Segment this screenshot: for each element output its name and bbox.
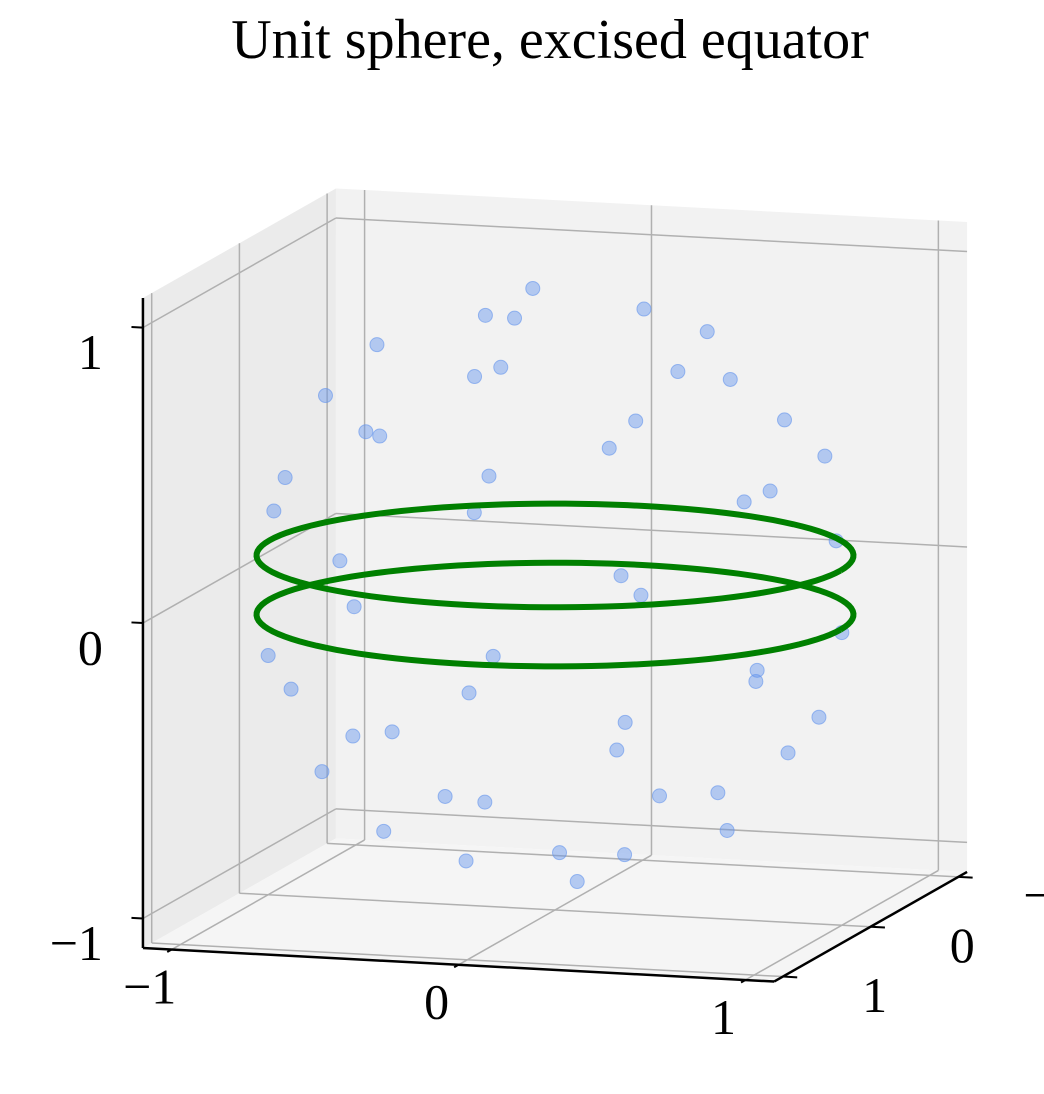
z-tick-label: −1: [50, 915, 103, 971]
grid-line: [327, 842, 959, 878]
point: [736, 494, 752, 510]
point: [314, 764, 330, 780]
point: [481, 468, 497, 484]
grid-line: [335, 808, 968, 844]
point: [525, 280, 541, 296]
x-tick: [453, 963, 460, 969]
point: [617, 847, 633, 863]
point: [277, 470, 293, 486]
x-tick: [740, 979, 746, 984]
ring: [253, 500, 857, 611]
grid-line: [239, 892, 871, 928]
point: [817, 448, 833, 464]
grid-line: [142, 217, 337, 329]
point: [477, 307, 493, 323]
y-tick-label: −1: [1023, 867, 1044, 923]
point: [609, 742, 625, 758]
y-tick: [870, 925, 885, 929]
point: [283, 681, 299, 697]
point: [346, 599, 362, 615]
point: [617, 714, 633, 730]
point: [777, 412, 793, 428]
point: [372, 428, 388, 444]
point: [376, 823, 392, 839]
point: [811, 709, 827, 725]
point: [552, 845, 568, 861]
point: [369, 337, 385, 353]
point: [652, 788, 668, 804]
y-tick-label: 0: [950, 917, 975, 973]
point: [719, 822, 735, 838]
grid-line: [142, 808, 337, 920]
point: [345, 728, 361, 744]
point: [710, 785, 726, 801]
point: [384, 724, 400, 740]
x-tick-label: 0: [424, 974, 449, 1030]
point: [613, 568, 629, 584]
point: [636, 301, 652, 317]
point: [780, 745, 796, 761]
y-tick: [958, 875, 973, 879]
ring: [253, 559, 857, 670]
point: [749, 662, 765, 678]
point: [477, 794, 493, 810]
z-tick-label: 1: [78, 324, 103, 380]
point: [601, 440, 617, 456]
point: [260, 648, 276, 664]
grid-line: [142, 512, 337, 624]
x-tick-label: −1: [123, 958, 176, 1014]
point: [670, 364, 686, 380]
point: [569, 874, 585, 890]
chart-title: Unit sphere, excised equator: [231, 9, 869, 71]
point: [493, 359, 509, 375]
z-tick-label: 0: [78, 620, 103, 676]
point: [485, 648, 501, 664]
point: [507, 310, 523, 326]
point: [458, 853, 474, 869]
grid-line: [151, 942, 783, 978]
point: [317, 388, 333, 404]
point: [461, 685, 477, 701]
z-tick: [131, 916, 143, 920]
y-tick-label: 1: [862, 967, 887, 1023]
point: [437, 788, 453, 804]
grid-line: [335, 217, 968, 253]
point: [332, 553, 348, 569]
z-tick: [131, 325, 143, 329]
point: [266, 503, 282, 519]
point: [467, 369, 483, 385]
grid-line: [335, 512, 968, 548]
z-tick: [131, 621, 143, 625]
point: [762, 483, 778, 499]
point: [699, 324, 715, 340]
point: [628, 413, 644, 429]
x-tick-label: 1: [711, 989, 736, 1045]
y-tick: [782, 975, 798, 979]
point: [358, 424, 374, 440]
point: [748, 673, 764, 689]
point: [633, 587, 649, 603]
x-tick: [166, 948, 173, 953]
point: [722, 371, 738, 387]
